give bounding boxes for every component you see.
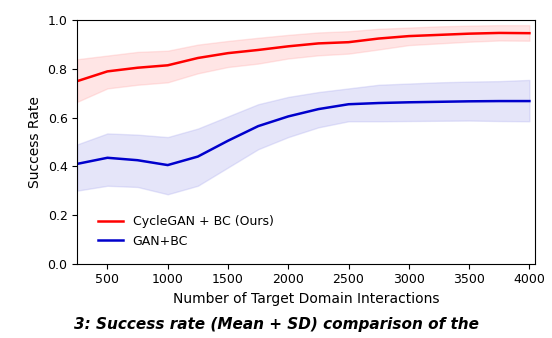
CycleGAN + BC (Ours): [194, 56, 201, 60]
Y-axis label: Success Rate: Success Rate: [28, 96, 42, 188]
CycleGAN + BC (Ours): [526, 31, 533, 35]
Legend: CycleGAN + BC (Ours), GAN+BC: CycleGAN + BC (Ours), GAN+BC: [93, 210, 279, 252]
GAN+BC: [104, 156, 111, 160]
CycleGAN + BC (Ours): [496, 31, 502, 35]
GAN+BC: [375, 101, 382, 105]
CycleGAN + BC (Ours): [315, 41, 322, 45]
GAN+BC: [164, 163, 171, 167]
GAN+BC: [285, 114, 291, 118]
GAN+BC: [134, 158, 141, 162]
GAN+BC: [345, 102, 352, 106]
CycleGAN + BC (Ours): [74, 79, 81, 83]
GAN+BC: [225, 139, 231, 143]
GAN+BC: [496, 99, 502, 103]
CycleGAN + BC (Ours): [134, 66, 141, 70]
CycleGAN + BC (Ours): [255, 48, 262, 52]
X-axis label: Number of Target Domain Interactions: Number of Target Domain Interactions: [173, 292, 439, 306]
CycleGAN + BC (Ours): [466, 32, 473, 36]
Line: CycleGAN + BC (Ours): CycleGAN + BC (Ours): [77, 33, 529, 81]
GAN+BC: [526, 99, 533, 103]
GAN+BC: [406, 100, 412, 104]
CycleGAN + BC (Ours): [285, 44, 291, 48]
CycleGAN + BC (Ours): [345, 40, 352, 44]
GAN+BC: [255, 124, 262, 128]
CycleGAN + BC (Ours): [406, 34, 412, 38]
GAN+BC: [466, 99, 473, 103]
GAN+BC: [436, 100, 442, 104]
Text: 3: Success rate (Mean + SD) comparison of the: 3: Success rate (Mean + SD) comparison o…: [73, 317, 479, 332]
Line: GAN+BC: GAN+BC: [77, 101, 529, 165]
CycleGAN + BC (Ours): [436, 33, 442, 37]
CycleGAN + BC (Ours): [225, 51, 231, 55]
CycleGAN + BC (Ours): [104, 69, 111, 73]
GAN+BC: [315, 107, 322, 111]
GAN+BC: [74, 162, 81, 166]
GAN+BC: [194, 154, 201, 159]
CycleGAN + BC (Ours): [375, 37, 382, 41]
CycleGAN + BC (Ours): [164, 63, 171, 67]
